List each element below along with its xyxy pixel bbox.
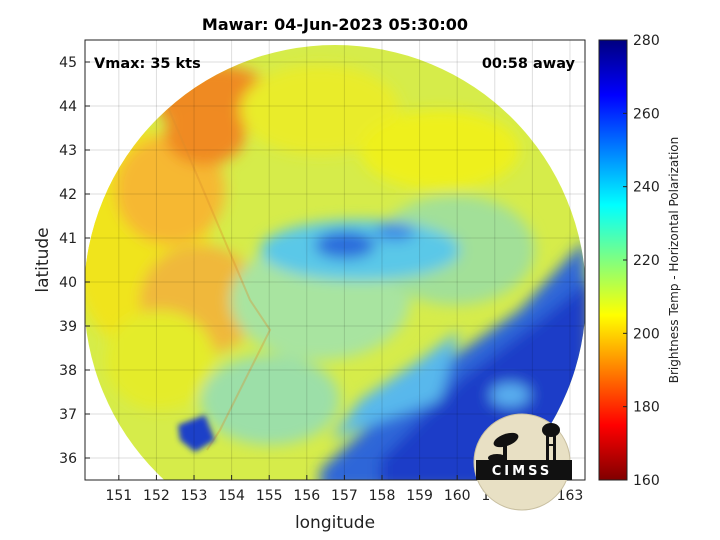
colorbar-tick-label: 220 bbox=[633, 253, 660, 269]
y-tick-label: 39 bbox=[59, 319, 77, 335]
axes-frame bbox=[84, 39, 586, 481]
water-tower-icon bbox=[542, 423, 560, 462]
y-tick-label: 40 bbox=[59, 275, 77, 291]
y-tick-labels: 36 37 38 39 40 41 42 43 44 45 bbox=[59, 55, 77, 467]
time-away-annotation: 00:58 away bbox=[482, 56, 576, 72]
colorbar-tick-label: 240 bbox=[633, 180, 660, 196]
x-tick-label: 157 bbox=[331, 488, 358, 504]
x-axis-title: longitude bbox=[295, 513, 375, 533]
y-tick-label: 45 bbox=[59, 55, 77, 71]
colorbar-title: Brightness Temp - Horizontal Polarizatio… bbox=[667, 137, 681, 384]
x-tick-label: 152 bbox=[143, 488, 170, 504]
colorbar-tick-label: 280 bbox=[633, 33, 660, 49]
x-tick-label: 160 bbox=[444, 488, 471, 504]
chart-title: Mawar: 04-Jun-2023 05:30:00 bbox=[202, 15, 468, 34]
colorbar bbox=[598, 39, 628, 481]
colorbar-tick-label: 160 bbox=[633, 473, 660, 489]
x-tick-label: 159 bbox=[406, 488, 433, 504]
y-tick-label: 42 bbox=[59, 187, 77, 203]
y-axis-title: latitude bbox=[33, 227, 53, 292]
cimss-logo: CIMSS bbox=[473, 413, 572, 511]
x-tick-label: 163 bbox=[557, 488, 584, 504]
x-tick-label: 155 bbox=[256, 488, 283, 504]
colorbar-ticks: 160 180 200 220 240 260 280 bbox=[623, 33, 660, 489]
vmax-annotation: Vmax: 35 kts bbox=[94, 56, 201, 72]
x-tick-label: 151 bbox=[105, 488, 132, 504]
x-tick-label: 154 bbox=[218, 488, 245, 504]
y-tick-label: 41 bbox=[59, 231, 77, 247]
y-tick-label: 44 bbox=[59, 99, 77, 115]
colorbar-tick-label: 260 bbox=[633, 106, 660, 122]
colorbar-tick-label: 180 bbox=[633, 400, 660, 416]
y-tick-label: 43 bbox=[59, 143, 77, 159]
logo-banner bbox=[476, 460, 572, 480]
y-tick-label: 38 bbox=[59, 363, 77, 379]
grid-lines bbox=[85, 40, 585, 480]
y-tick-label: 37 bbox=[59, 407, 77, 423]
colorbar-tick-label: 200 bbox=[633, 326, 660, 342]
x-tick-label: 153 bbox=[181, 488, 208, 504]
y-tick-label: 36 bbox=[59, 451, 77, 467]
x-tick-label: 156 bbox=[293, 488, 320, 504]
logo-text: CIMSS bbox=[492, 464, 552, 479]
x-tick-label: 158 bbox=[369, 488, 396, 504]
